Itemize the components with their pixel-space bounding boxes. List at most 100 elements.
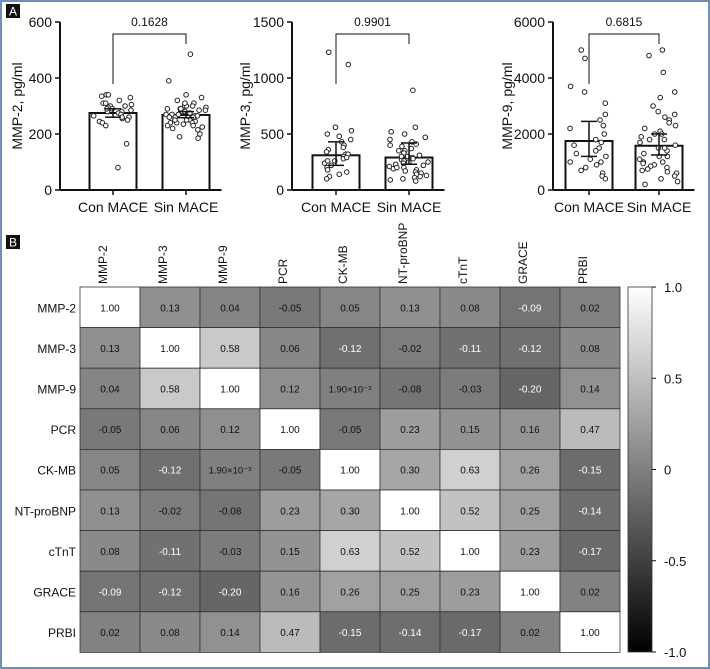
- data-point: [655, 108, 661, 115]
- y-tick-label: 200: [29, 126, 53, 142]
- cell-value: 1.00: [100, 303, 120, 314]
- heatmap-cell: [259, 286, 321, 328]
- data-point: [641, 150, 647, 157]
- row-label: CK-MB: [37, 464, 76, 478]
- heatmap-cell: [499, 408, 561, 450]
- cell-value: 0.30: [340, 506, 360, 517]
- cell-value: 0.58: [220, 344, 240, 355]
- cell-value: 0.08: [460, 303, 480, 314]
- data-point: [571, 142, 577, 148]
- significance-bracket: [335, 33, 410, 84]
- cell-value: 1.00: [400, 506, 420, 517]
- cell-value: 0.08: [580, 344, 600, 355]
- heatmap-cell: [379, 327, 441, 369]
- data-point: [324, 158, 331, 164]
- cell-value: 0.08: [100, 547, 120, 558]
- data-point: [398, 153, 405, 160]
- data-point: [105, 92, 112, 98]
- data-point: [592, 148, 599, 154]
- cell-value: 0.25: [400, 588, 420, 599]
- heatmap-cell: [379, 367, 441, 410]
- cell-value: 0.02: [580, 303, 600, 314]
- data-point: [642, 181, 648, 188]
- data-point: [165, 78, 172, 84]
- cell-value: 1.00: [520, 588, 540, 599]
- heatmap-cell: [379, 286, 441, 328]
- data-point: [662, 114, 668, 120]
- data-point: [423, 172, 430, 179]
- cell-value: 0.63: [460, 466, 480, 477]
- p-value-label: 0.1628: [131, 15, 168, 29]
- y-tick-label: 0: [276, 182, 284, 198]
- data-point: [646, 136, 653, 143]
- heatmap-cell: [559, 286, 621, 328]
- cell-value: 1.00: [280, 425, 300, 436]
- cell-value: 0.05: [100, 466, 120, 477]
- data-point: [420, 162, 427, 169]
- cell-value: 0.52: [460, 506, 480, 517]
- data-point: [323, 149, 330, 155]
- data-point: [394, 164, 400, 171]
- heatmap-cell: [259, 611, 321, 653]
- cell-value: -0.12: [519, 344, 542, 355]
- y-tick-label: 600: [29, 14, 53, 30]
- data-point: [567, 83, 574, 90]
- heatmap-cell: [259, 489, 321, 531]
- y-tick-label: 400: [29, 70, 53, 86]
- cell-value: 0.47: [580, 425, 600, 436]
- cell-value: -0.20: [519, 385, 542, 396]
- colorbar-tick-label: -1.0: [664, 645, 686, 660]
- bar-chart-2: 0 500 1000 1500 MMP-3, pg/ml Con MACE Sin MACE…: [237, 14, 445, 215]
- data-point: [416, 152, 423, 159]
- y-tick-label: 1500: [253, 14, 284, 30]
- colorbar-tick-label: 1.0: [664, 280, 682, 295]
- data-point: [347, 136, 354, 143]
- heatmap-cell: [499, 611, 561, 653]
- heatmap-cell: [139, 489, 201, 531]
- cell-value: -0.09: [99, 588, 122, 599]
- data-point: [190, 122, 196, 129]
- cell-value: 0.26: [340, 588, 360, 599]
- data-point: [194, 113, 201, 119]
- data-point: [122, 103, 128, 109]
- column-label: MMP-9: [216, 245, 230, 284]
- data-point: [187, 51, 194, 58]
- heatmap-cell: [439, 489, 501, 531]
- heatmap-cell: [79, 286, 141, 328]
- significance-bracket: [112, 33, 187, 84]
- data-point: [388, 128, 395, 135]
- data-point: [661, 145, 668, 151]
- data-point: [410, 87, 416, 94]
- data-point: [169, 125, 176, 132]
- data-point: [567, 125, 573, 132]
- data-point: [172, 117, 178, 123]
- cell-value: 0.14: [580, 385, 600, 396]
- cell-value: 0.02: [100, 628, 120, 639]
- data-point: [671, 89, 678, 95]
- data-point: [671, 111, 678, 118]
- data-point: [399, 143, 405, 150]
- cell-value: 1.00: [160, 344, 180, 355]
- column-label: cTnT: [456, 256, 470, 284]
- heatmap-cell: [79, 408, 141, 450]
- x-tick-label: Sin MACE: [154, 199, 219, 215]
- data-point: [128, 101, 135, 108]
- data-point: [587, 156, 594, 162]
- data-point: [124, 117, 131, 123]
- y-tick-label: 6000: [514, 14, 545, 30]
- cell-value: -0.03: [219, 547, 242, 558]
- data-point: [116, 97, 123, 104]
- data-point: [602, 176, 609, 182]
- data-point: [412, 178, 419, 184]
- heatmap-cell: [259, 530, 321, 572]
- heatmap-cell: [319, 611, 381, 653]
- y-axis-label: MMP-9, pg/ml: [499, 62, 515, 149]
- heatmap-cell: [559, 570, 621, 613]
- data-point: [102, 122, 109, 129]
- data-point: [582, 55, 588, 62]
- cell-value: 0.04: [100, 385, 120, 396]
- data-point: [637, 139, 643, 146]
- heatmap-cell: [319, 327, 381, 369]
- data-point: [345, 61, 352, 68]
- data-point: [644, 166, 651, 172]
